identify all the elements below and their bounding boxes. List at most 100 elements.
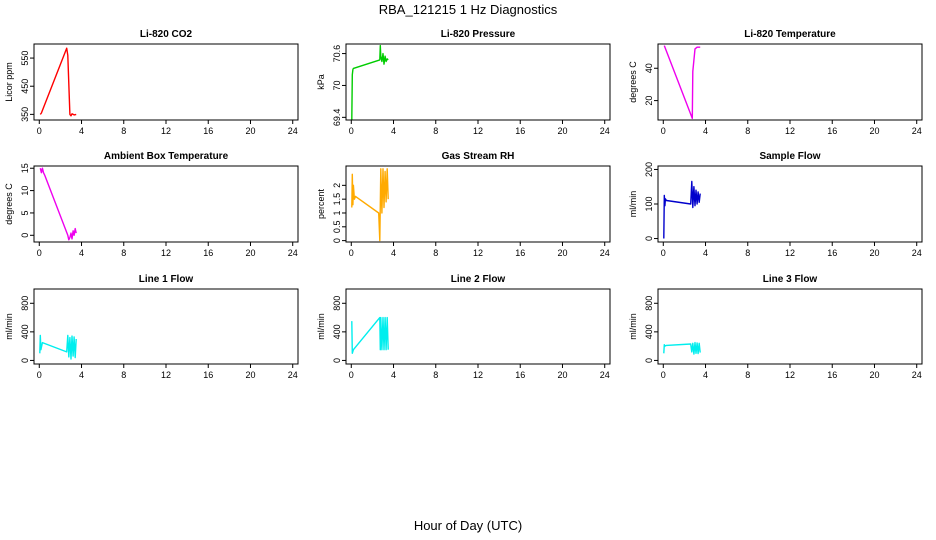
panel-title: Li-820 CO2 — [140, 29, 193, 40]
x-tick-label: 12 — [473, 370, 483, 380]
panel-3: Li-820 Temperature 0 4 8 12 16 20 24 20 40 degrees… — [628, 29, 923, 136]
x-tick-label: 8 — [745, 370, 750, 380]
panel-4: Ambient Box Temperature 0 4 8 12 16 20 24 0 5 10 15… — [4, 151, 299, 258]
x-tick-label: 20 — [245, 248, 255, 258]
x-tick-label: 4 — [703, 126, 708, 136]
y-tick-label: 350 — [20, 107, 30, 122]
x-tick-label: 20 — [245, 126, 255, 136]
y-tick-label: 1 — [332, 210, 342, 215]
x-tick-label: 16 — [203, 370, 213, 380]
x-tick-label: 20 — [557, 126, 567, 136]
x-tick-label: 20 — [869, 126, 879, 136]
y-tick-label: 400 — [20, 324, 30, 339]
y-tick-label: 0.5 — [332, 221, 342, 234]
x-tick-label: 16 — [203, 248, 213, 258]
data-series — [351, 316, 389, 354]
x-tick-label: 4 — [79, 126, 84, 136]
y-axis-label: degrees C — [4, 183, 14, 225]
x-tick-label: 4 — [391, 248, 396, 258]
y-tick-label: 0 — [20, 358, 30, 363]
x-tick-label: 8 — [433, 248, 438, 258]
y-tick-label: 20 — [644, 96, 654, 106]
x-tick-label: 12 — [161, 126, 171, 136]
y-axis-label: Licor ppm — [4, 62, 14, 102]
plot-frame — [345, 43, 611, 121]
x-tick-label: 4 — [391, 370, 396, 380]
data-series — [663, 180, 701, 239]
y-axis-label: ml/min — [628, 191, 638, 218]
panel-7: Line 1 Flow 0 4 8 12 16 20 24 0 400 800 ml/min — [4, 274, 299, 380]
x-tick-label: 16 — [827, 370, 837, 380]
y-tick-label: 0 — [20, 233, 30, 238]
x-tick-label: 20 — [557, 370, 567, 380]
y-tick-label: 1.5 — [332, 193, 342, 206]
x-tick-label: 20 — [869, 370, 879, 380]
y-axis-label: ml/min — [4, 313, 14, 340]
panel-title: Line 1 Flow — [139, 274, 194, 285]
y-axis-label: ml/min — [628, 313, 638, 340]
x-tick-label: 0 — [37, 126, 42, 136]
x-axis-label: Hour of Day (UTC) — [413, 518, 523, 533]
y-tick-label: 40 — [644, 63, 654, 73]
data-series — [663, 341, 701, 355]
x-tick-label: 12 — [473, 248, 483, 258]
panel-2: Li-820 Pressure 0 4 8 12 16 20 24 69.4 70 70.6 kPa — [316, 29, 611, 136]
data-series — [351, 44, 389, 120]
y-tick-label: 800 — [20, 296, 30, 311]
data-series — [351, 168, 389, 242]
x-tick-label: 8 — [121, 126, 126, 136]
x-tick-label: 20 — [245, 370, 255, 380]
y-tick-label: 0 — [644, 358, 654, 363]
y-tick-label: 70 — [332, 80, 342, 90]
panel-title: Ambient Box Temperature — [104, 151, 229, 162]
panel-5: Gas Stream RH 0 4 8 12 16 20 24 0 0.5 1 1.5 2 percent — [316, 151, 611, 258]
panel-1: Li-820 CO2 0 4 8 12 16 20 24 350 450 550 Licor ppm — [4, 29, 299, 136]
y-tick-label: 70.6 — [332, 45, 342, 63]
panel-title: Line 2 Flow — [451, 274, 506, 285]
x-tick-label: 4 — [703, 370, 708, 380]
x-tick-label: 24 — [912, 248, 922, 258]
panel-6: Sample Flow 0 4 8 12 16 20 24 0 100 200 ml/min — [628, 151, 923, 258]
y-tick-label: 100 — [644, 196, 654, 211]
x-tick-label: 12 — [785, 370, 795, 380]
panel-title: Gas Stream RH — [442, 151, 515, 162]
x-tick-label: 24 — [912, 370, 922, 380]
x-tick-label: 20 — [557, 248, 567, 258]
x-tick-label: 16 — [827, 248, 837, 258]
x-tick-label: 24 — [600, 248, 610, 258]
x-tick-label: 8 — [121, 248, 126, 258]
data-series — [663, 45, 701, 120]
page-title: RBA_121215 1 Hz Diagnostics — [378, 2, 558, 17]
plot-frame — [33, 43, 299, 121]
x-tick-label: 24 — [288, 248, 298, 258]
x-tick-label: 0 — [661, 370, 666, 380]
panel-9: Line 3 Flow 0 4 8 12 16 20 24 0 400 800 ml/min — [628, 274, 923, 380]
panel-title: Line 3 Flow — [763, 274, 818, 285]
x-tick-label: 16 — [515, 248, 525, 258]
x-tick-label: 0 — [661, 248, 666, 258]
y-tick-label: 0 — [644, 236, 654, 241]
data-series — [39, 47, 77, 117]
y-tick-label: 69.4 — [332, 109, 342, 127]
y-axis-label: kPa — [316, 74, 326, 90]
x-tick-label: 20 — [869, 248, 879, 258]
y-tick-label: 0 — [332, 238, 342, 243]
x-tick-label: 8 — [433, 126, 438, 136]
x-tick-label: 0 — [349, 126, 354, 136]
plot-frame — [657, 43, 923, 121]
y-axis-label: ml/min — [316, 313, 326, 340]
x-tick-label: 12 — [785, 126, 795, 136]
y-tick-label: 550 — [20, 51, 30, 66]
x-tick-label: 4 — [79, 248, 84, 258]
y-axis-label: percent — [316, 188, 326, 219]
panel-title: Li-820 Pressure — [441, 29, 516, 40]
x-tick-label: 24 — [288, 126, 298, 136]
x-tick-label: 4 — [703, 248, 708, 258]
x-tick-label: 8 — [745, 126, 750, 136]
y-tick-label: 800 — [644, 296, 654, 311]
data-series — [39, 167, 77, 241]
x-tick-label: 8 — [121, 370, 126, 380]
x-tick-label: 0 — [349, 248, 354, 258]
x-tick-label: 16 — [515, 370, 525, 380]
